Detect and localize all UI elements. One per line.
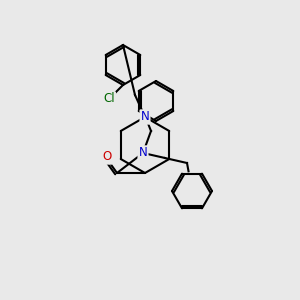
Text: Cl: Cl	[103, 92, 115, 106]
Text: O: O	[102, 151, 112, 164]
Text: N: N	[139, 146, 147, 160]
Text: N: N	[141, 110, 149, 124]
